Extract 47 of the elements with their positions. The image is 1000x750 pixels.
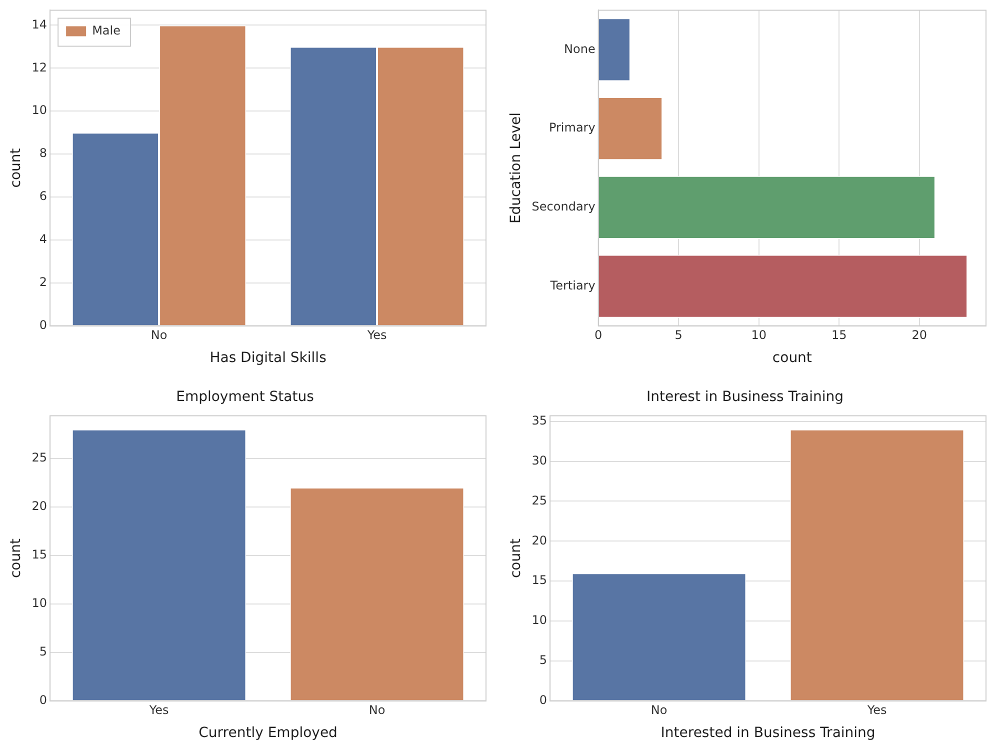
y-tick-label: 14: [32, 17, 48, 32]
y-tick-label: 0: [539, 692, 548, 707]
y-tick-label: 10: [532, 613, 548, 628]
x-tick-label: Yes: [866, 703, 887, 718]
y-tick-label: 35: [532, 414, 548, 428]
x-tick-label: 20: [912, 328, 928, 342]
y-axis-title: count: [508, 538, 524, 578]
y-tick-label: 0: [39, 692, 48, 707]
y-tick-label: 0: [39, 318, 48, 332]
y-tick-label: 10: [32, 103, 48, 118]
y-tick-label: 5: [539, 653, 548, 668]
y-tick-label: 4: [39, 232, 48, 246]
y-tick-label: Tertiary: [549, 278, 596, 292]
y-tick-label: 25: [532, 493, 548, 508]
x-axis-title: Interested in Business Training: [660, 725, 876, 742]
x-tick-label: 15: [831, 328, 847, 342]
y-tick-label: 15: [32, 548, 48, 562]
chart-title: Employment Status: [176, 389, 314, 406]
y-tick-label: 10: [32, 596, 48, 610]
y-tick-label: 6: [39, 189, 48, 204]
y-tick-label: 20: [32, 499, 48, 514]
y-tick-label: Primary: [548, 120, 596, 135]
x-tick-label: 10: [751, 328, 767, 342]
y-axis-title: Education Level: [508, 112, 524, 224]
y-tick-label: None: [564, 42, 596, 56]
y-tick-label: 5: [39, 644, 48, 658]
y-tick-label: 15: [532, 573, 548, 588]
y-tick-label: 20: [532, 533, 548, 548]
x-axis-title: count: [772, 350, 812, 366]
x-tick-label: No: [368, 703, 386, 718]
legend-label: Male: [92, 23, 121, 38]
x-tick-label: Yes: [148, 703, 169, 718]
y-tick-label: 8: [39, 146, 48, 160]
chart-title: Interest in Business Training: [646, 389, 844, 406]
y-axis-title: count: [8, 148, 24, 188]
y-tick-label: 2: [39, 274, 48, 289]
y-axis-title: count: [8, 538, 24, 578]
x-tick-label: No: [650, 703, 668, 718]
x-axis-title: Currently Employed: [198, 725, 338, 742]
x-tick-label: Yes: [366, 328, 387, 342]
x-tick-label: 5: [674, 328, 682, 342]
x-tick-label: No: [150, 328, 168, 342]
y-tick-label: 12: [32, 60, 48, 74]
y-tick-label: 30: [532, 453, 548, 468]
y-tick-label: 25: [32, 450, 48, 465]
x-axis-title: Has Digital Skills: [210, 350, 326, 366]
y-tick-label: Secondary: [532, 200, 596, 214]
